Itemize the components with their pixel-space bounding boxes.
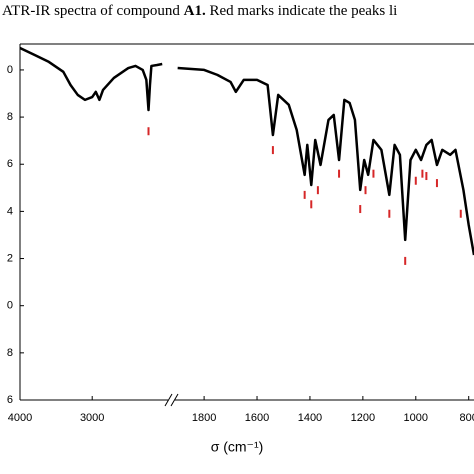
y-tick-label: 2 bbox=[7, 252, 13, 264]
x-tick-label: 4000 bbox=[8, 412, 32, 424]
y-tick-label: 8 bbox=[7, 111, 13, 123]
peak-mark bbox=[421, 169, 424, 178]
peak-mark bbox=[271, 146, 274, 155]
spectrum-line bbox=[19, 46, 163, 112]
peak-mark bbox=[459, 209, 462, 218]
peak-mark bbox=[303, 190, 306, 199]
chart-title: ATR-IR spectra of compound A1. Red marks… bbox=[2, 3, 397, 19]
break-mark bbox=[170, 393, 179, 407]
peak-mark bbox=[310, 200, 313, 209]
x-tick-label: 1800 bbox=[192, 412, 216, 424]
x-tick-label: 1400 bbox=[298, 412, 322, 424]
title-part: ATR-IR spectra of compound bbox=[2, 3, 184, 19]
peak-mark bbox=[338, 169, 341, 178]
peak-mark bbox=[372, 169, 375, 178]
spectrum-line bbox=[177, 66, 474, 256]
peak-mark bbox=[435, 179, 438, 188]
peak-mark bbox=[359, 205, 362, 214]
peak-mark bbox=[414, 176, 417, 185]
x-tick-label: 3000 bbox=[80, 412, 104, 424]
title-part: A1. bbox=[184, 3, 206, 19]
x-tick-label: 1200 bbox=[351, 412, 375, 424]
y-tick-label: 6 bbox=[7, 158, 13, 170]
y-tick-label: 8 bbox=[7, 347, 13, 359]
y-tick-label: 6 bbox=[7, 394, 13, 406]
x-tick-label: 1600 bbox=[245, 412, 269, 424]
break-mark bbox=[164, 393, 173, 407]
axis-break bbox=[164, 393, 179, 407]
peak-mark bbox=[388, 209, 391, 218]
x-tick-label: 800 bbox=[460, 412, 474, 424]
peak-mark bbox=[404, 256, 407, 265]
peak-mark bbox=[316, 186, 319, 195]
y-tick-label: 4 bbox=[7, 205, 13, 217]
y-tick-label: 0 bbox=[7, 64, 13, 76]
x-axis-label: σ (cm⁻¹) bbox=[211, 439, 264, 455]
peak-mark bbox=[364, 186, 367, 195]
y-tick-label: 0 bbox=[7, 300, 13, 312]
title-part: Red marks indicate the peaks li bbox=[206, 3, 398, 19]
peak-mark bbox=[425, 172, 428, 181]
peak-mark bbox=[147, 127, 150, 136]
x-tick-label: 1000 bbox=[404, 412, 428, 424]
